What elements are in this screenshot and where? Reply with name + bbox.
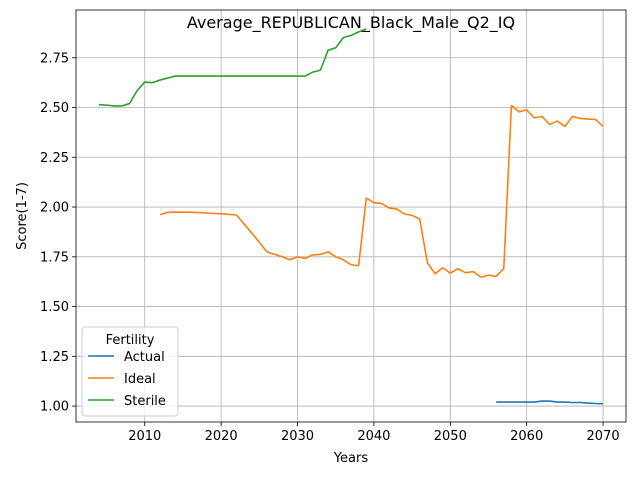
x-tick-label: 2060 (510, 429, 543, 444)
y-axis-label: Score(1-7) (15, 182, 30, 250)
legend-label-ideal: Ideal (124, 372, 156, 387)
x-tick-label: 2040 (357, 429, 390, 444)
y-tick-label: 1.75 (40, 250, 69, 265)
x-axis-label: Years (333, 451, 369, 466)
y-tick-label: 1.25 (40, 350, 69, 365)
legend: Fertility Actual Ideal Sterile (81, 326, 179, 417)
y-tick-label: 2.75 (40, 51, 69, 66)
x-tick-label: 2070 (587, 429, 620, 444)
legend-label-sterile: Sterile (124, 394, 166, 409)
y-tick-label: 1.50 (40, 300, 69, 315)
chart-title: Average_REPUBLICAN_Black_Male_Q2_IQ (187, 13, 515, 33)
x-tick-label: 2030 (281, 429, 314, 444)
x-tick-label: 2020 (205, 429, 238, 444)
legend-title: Fertility (106, 333, 155, 348)
legend-label-actual: Actual (124, 350, 165, 365)
y-axis-ticks: 1.00 1.25 1.50 1.75 2.00 2.25 2.50 2.75 (40, 51, 76, 415)
series-lines (98, 28, 604, 405)
x-axis-ticks: 2010 2020 2030 2040 2050 2060 2070 (128, 422, 620, 444)
y-tick-label: 2.25 (40, 151, 69, 166)
x-tick-label: 2010 (128, 429, 161, 444)
plot-frame (75, 9, 627, 423)
series-line-actual (496, 400, 604, 405)
y-tick-label: 2.00 (40, 201, 69, 216)
series-line-sterile (98, 28, 367, 107)
y-tick-label: 1.00 (40, 400, 69, 415)
series-line-ideal (159, 104, 604, 278)
y-tick-label: 2.50 (40, 101, 69, 116)
legend-box (81, 326, 179, 417)
x-tick-label: 2050 (434, 429, 467, 444)
